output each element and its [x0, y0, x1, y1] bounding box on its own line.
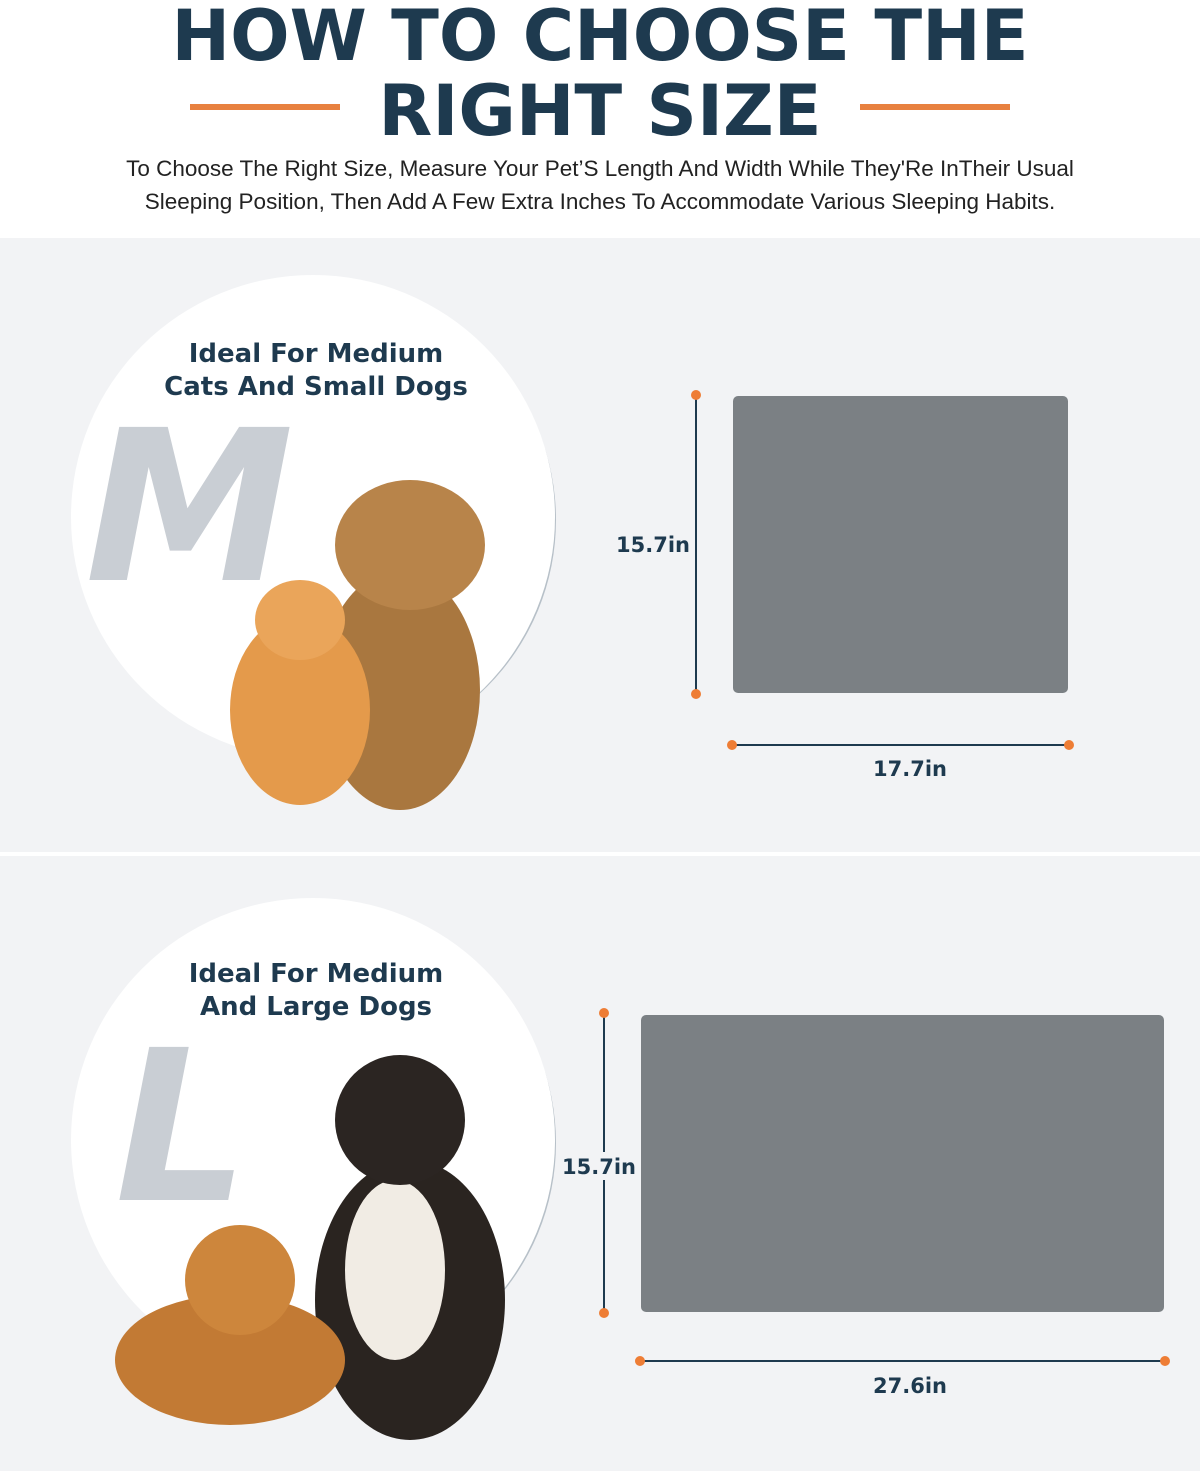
title-line: HOW TO CHOOSE THE	[171, 0, 1028, 77]
label-bg	[565, 1152, 633, 1180]
measure-dot	[1064, 740, 1074, 750]
decor-line	[860, 104, 1010, 110]
measure-dot	[691, 390, 701, 400]
pet-illustration	[230, 480, 485, 810]
measure-dot	[691, 689, 701, 699]
size-letter: M	[85, 385, 294, 630]
pet-illustration	[115, 1055, 505, 1440]
measure-dot	[635, 1356, 645, 1366]
caption: Cats And Small Dogs	[164, 372, 468, 402]
measure-dot	[599, 1008, 609, 1018]
description: To Choose The Right Size, Measure Your P…	[126, 156, 1074, 181]
height-label: 15.7in	[616, 533, 690, 557]
description: Sleeping Position, Then Add A Few Extra …	[145, 189, 1056, 214]
caption: Ideal For Medium	[189, 959, 444, 989]
width-label: 17.7in	[873, 757, 947, 781]
measure-dot	[599, 1308, 609, 1318]
mat	[641, 1015, 1164, 1312]
caption: And Large Dogs	[200, 992, 432, 1022]
width-label: 27.6in	[873, 1374, 947, 1398]
size-letter: L	[115, 1005, 249, 1250]
decor-line	[190, 104, 340, 110]
header-bg	[0, 0, 1200, 238]
measure-dot	[727, 740, 737, 750]
caption: Ideal For Medium	[189, 339, 444, 369]
title-line: RIGHT SIZE	[378, 70, 821, 152]
height-label: 15.7in	[562, 1155, 636, 1179]
mat	[733, 396, 1068, 693]
measure-dot	[1160, 1356, 1170, 1366]
